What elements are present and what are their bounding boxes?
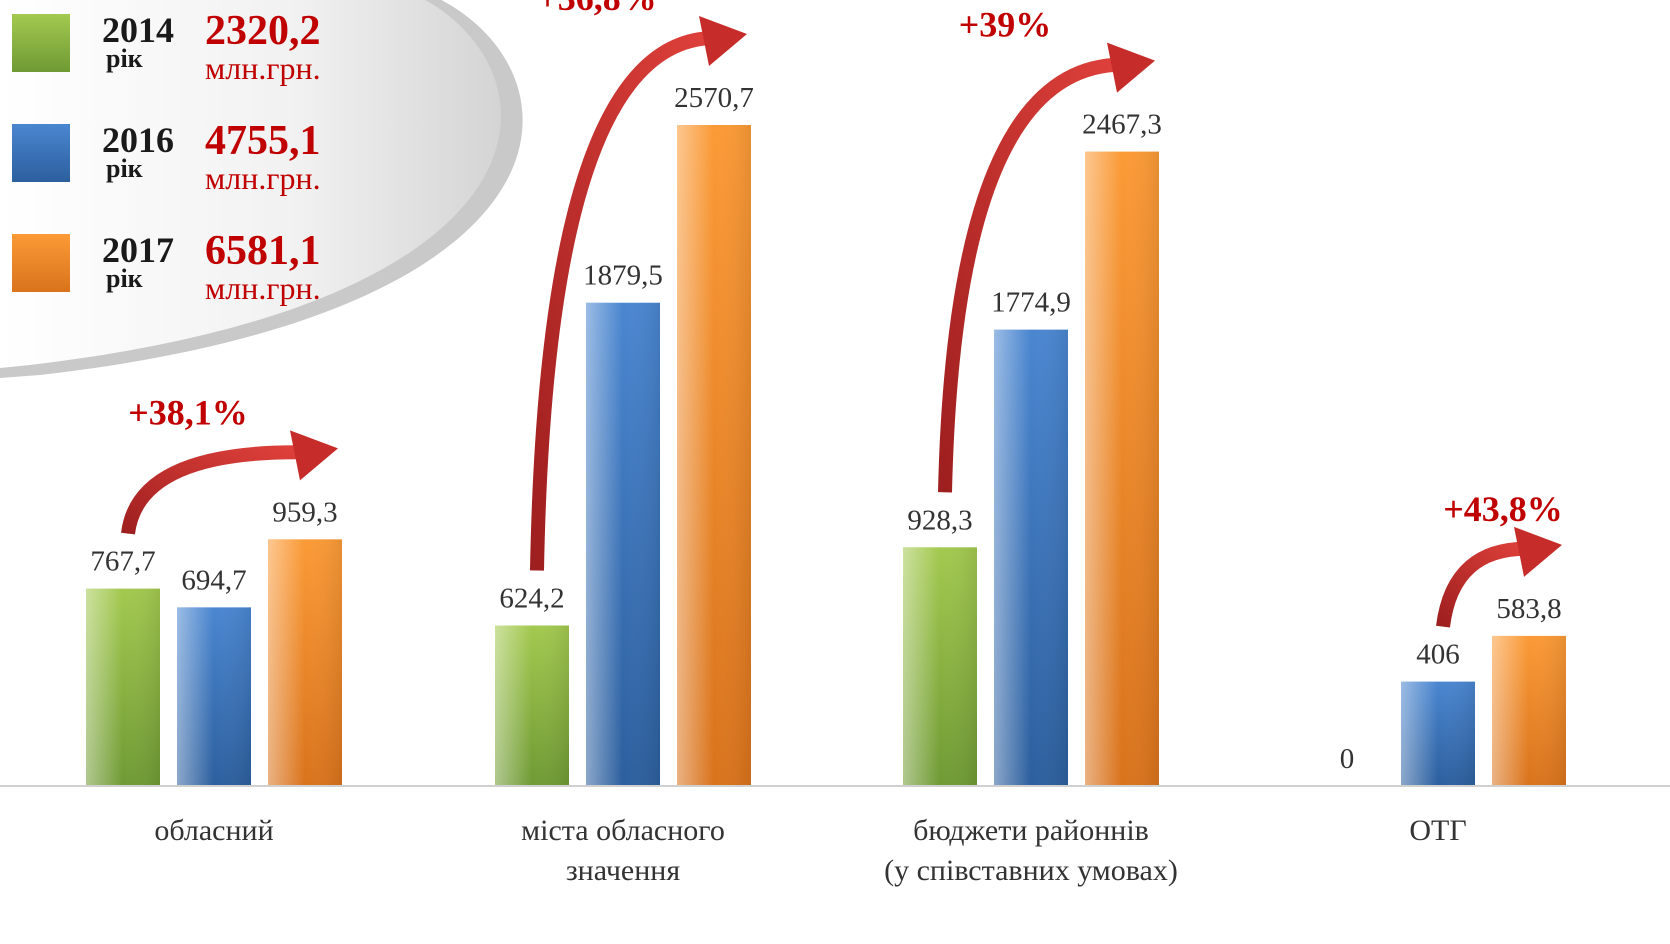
growth-label-0: +38,1% bbox=[128, 392, 248, 432]
growth-arrow-0 bbox=[121, 430, 338, 535]
data-label-2014-1: 624,2 bbox=[499, 583, 564, 615]
legend-panel bbox=[0, 0, 523, 378]
bar-sheen bbox=[1085, 151, 1159, 786]
data-label-2014-0: 767,7 bbox=[90, 546, 155, 578]
data-label-2016-1: 1879,5 bbox=[583, 260, 663, 292]
bar-sheen bbox=[268, 539, 342, 786]
growth-label-2: +39% bbox=[959, 5, 1052, 45]
growth-arrow-3 bbox=[1436, 526, 1562, 628]
arrow-shaft bbox=[1436, 541, 1533, 628]
bar-sheen bbox=[994, 329, 1068, 786]
legend-year: 2016 bbox=[102, 120, 174, 160]
legend-unit: млн.грн. bbox=[205, 160, 321, 196]
category-label-2: бюджети районнів bbox=[913, 814, 1149, 847]
legend-swatch-2017 bbox=[12, 234, 70, 292]
bar-sheen bbox=[903, 547, 977, 786]
legend-swatch-2014 bbox=[12, 14, 70, 72]
arrow-shaft bbox=[121, 445, 309, 535]
growth-label-3: +43,8% bbox=[1443, 489, 1563, 529]
data-label-2017-1: 2570,7 bbox=[674, 82, 754, 114]
arrow-head bbox=[1107, 42, 1155, 93]
bar-sheen bbox=[177, 607, 251, 786]
data-label-2016-3: 406 bbox=[1416, 639, 1460, 671]
bar-sheen bbox=[1401, 681, 1475, 786]
growth-arrow-2 bbox=[938, 42, 1155, 493]
category-labels-layer: обласний міста обласного значення бюджети р… bbox=[154, 814, 1466, 887]
arrow-head bbox=[1514, 526, 1562, 577]
value-labels-layer: 767,7 694,7 959,3 624,2 1879,5 2570,7 928,3 177… bbox=[90, 82, 1561, 775]
category-label-1: значення bbox=[566, 854, 681, 887]
legend-unit: млн.грн. bbox=[205, 50, 321, 86]
bars-layer bbox=[86, 125, 1566, 786]
legend-unit: млн.грн. bbox=[205, 270, 321, 306]
bar-sheen bbox=[586, 302, 660, 786]
growth-label-1: +36,8% bbox=[537, 0, 657, 18]
data-label-2017-0: 959,3 bbox=[272, 496, 337, 528]
data-label-2017-3: 583,8 bbox=[1496, 593, 1561, 625]
category-label-1: міста обласного bbox=[521, 814, 725, 847]
legend-total: 6581,1 bbox=[205, 228, 321, 274]
data-label-2016-0: 694,7 bbox=[181, 564, 246, 596]
arrow-shaft bbox=[938, 57, 1126, 493]
category-label-3: ОТГ bbox=[1409, 814, 1466, 847]
arrow-head bbox=[290, 430, 338, 481]
growth-arrows-layer: +38,1% +36,8% +39% +43,8% bbox=[121, 0, 1563, 628]
data-label-2014-3: 0 bbox=[1340, 743, 1355, 775]
bar-sheen bbox=[495, 625, 569, 786]
data-label-2014-2: 928,3 bbox=[907, 504, 972, 536]
legend-year: 2017 bbox=[102, 230, 174, 270]
arrow-shaft bbox=[530, 30, 718, 571]
growth-arrow-1 bbox=[530, 16, 747, 571]
category-label-2: (у співставних умовах) bbox=[884, 854, 1178, 887]
data-label-2016-2: 1774,9 bbox=[991, 287, 1071, 319]
legend-year-suffix: рік bbox=[106, 44, 143, 73]
legend-total: 4755,1 bbox=[205, 118, 321, 164]
legend-year-suffix: рік bbox=[106, 154, 143, 183]
bar-sheen bbox=[86, 588, 160, 786]
legend-year-suffix: рік bbox=[106, 264, 143, 293]
bar-sheen bbox=[677, 125, 751, 786]
legend-year: 2014 bbox=[102, 10, 174, 50]
bar-sheen bbox=[1492, 635, 1566, 786]
legend-total: 2320,2 bbox=[205, 8, 321, 54]
data-label-2017-2: 2467,3 bbox=[1082, 109, 1162, 141]
arrow-head bbox=[699, 16, 747, 66]
legend-swatch-2016 bbox=[12, 124, 70, 182]
category-label-0: обласний bbox=[154, 814, 273, 847]
